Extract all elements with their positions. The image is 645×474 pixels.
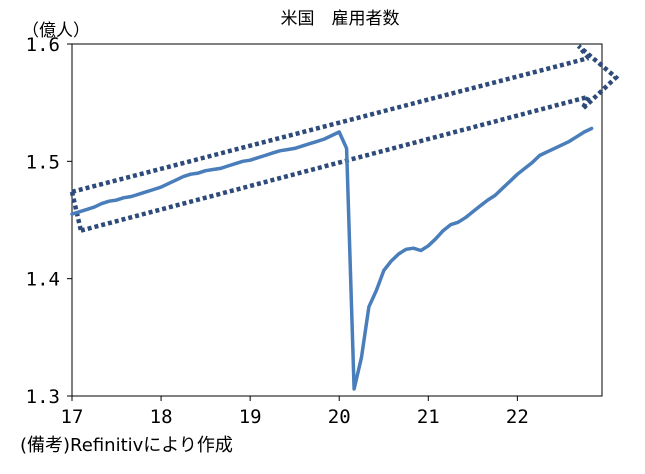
- series-line-employment: [70, 126, 594, 391]
- annotation-arrowhead: [576, 44, 620, 111]
- y-tick-label: 1.6: [26, 34, 60, 56]
- chart-title: 米国 雇用者数: [281, 9, 400, 29]
- annotation-lower-line: [80, 94, 590, 233]
- x-tick-label: 22: [506, 406, 529, 428]
- y-tick-label: 1.5: [26, 151, 60, 173]
- source-note: (備考)Refinitivにより作成: [20, 435, 233, 456]
- x-axis: 17 18 19 20 21 22: [61, 396, 529, 428]
- x-tick-label: 19: [239, 406, 262, 428]
- x-tick-label: 18: [150, 406, 173, 428]
- x-tick-label: 17: [61, 406, 84, 428]
- y-tick-label: 1.4: [26, 269, 60, 291]
- annotation-upper-line: [71, 55, 590, 195]
- trend-annotation: [69, 44, 620, 233]
- plot-area-frame: [71, 43, 603, 397]
- y-axis-unit-label: （億人）: [22, 21, 90, 41]
- x-tick-label: 21: [417, 406, 440, 428]
- y-tick-label: 1.3: [26, 386, 60, 408]
- series-layer: [70, 126, 594, 391]
- y-axis: 1.6 1.5 1.4 1.3: [26, 34, 72, 408]
- x-tick-label: 20: [328, 406, 351, 428]
